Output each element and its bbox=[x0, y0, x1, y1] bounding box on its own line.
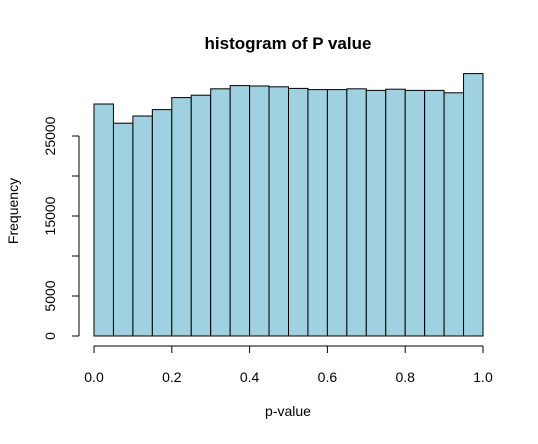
histogram-bar bbox=[151, 109, 173, 337]
histogram-bar bbox=[365, 89, 387, 337]
chart-title: histogram of P value bbox=[205, 34, 372, 53]
histogram-bar bbox=[463, 73, 484, 337]
histogram-bar bbox=[326, 89, 348, 337]
histogram-bar bbox=[210, 88, 231, 337]
x-tick-label: 0.2 bbox=[162, 369, 182, 385]
x-axis-label: p-value bbox=[265, 403, 311, 419]
histogram-bar bbox=[443, 92, 465, 337]
histogram-bar bbox=[385, 88, 406, 337]
histogram-bar bbox=[307, 89, 328, 337]
x-tick-label: 1.0 bbox=[473, 369, 493, 385]
histogram-bar bbox=[229, 85, 251, 337]
y-axis-label: Frequency bbox=[5, 178, 21, 244]
x-tick-label: 0.8 bbox=[395, 369, 415, 385]
histogram-bar bbox=[346, 88, 367, 337]
y-tick-label: 5000 bbox=[42, 280, 58, 311]
histogram-bar bbox=[171, 97, 192, 337]
histogram-bar bbox=[93, 103, 114, 337]
histogram-bar bbox=[268, 86, 289, 337]
y-axis: 0 5000 15000 25000 bbox=[42, 116, 80, 340]
bars-group bbox=[93, 73, 484, 337]
histogram-bar bbox=[288, 87, 309, 337]
x-tick-label: 0.6 bbox=[318, 369, 338, 385]
histogram-bar bbox=[404, 89, 426, 337]
x-tick-label: 0.4 bbox=[240, 369, 260, 385]
y-tick-label: 15000 bbox=[42, 196, 58, 235]
histogram-bar bbox=[249, 85, 270, 337]
x-tick-label: 0.0 bbox=[84, 369, 104, 385]
histogram-bar bbox=[112, 122, 134, 337]
y-tick-label: 25000 bbox=[42, 116, 58, 155]
histogram-bar bbox=[190, 94, 212, 337]
y-tick-label: 0 bbox=[42, 332, 58, 340]
histogram-bar bbox=[132, 115, 153, 337]
histogram-bar bbox=[424, 89, 445, 337]
x-axis: 0.0 0.2 0.4 0.6 0.8 1.0 bbox=[84, 345, 493, 385]
